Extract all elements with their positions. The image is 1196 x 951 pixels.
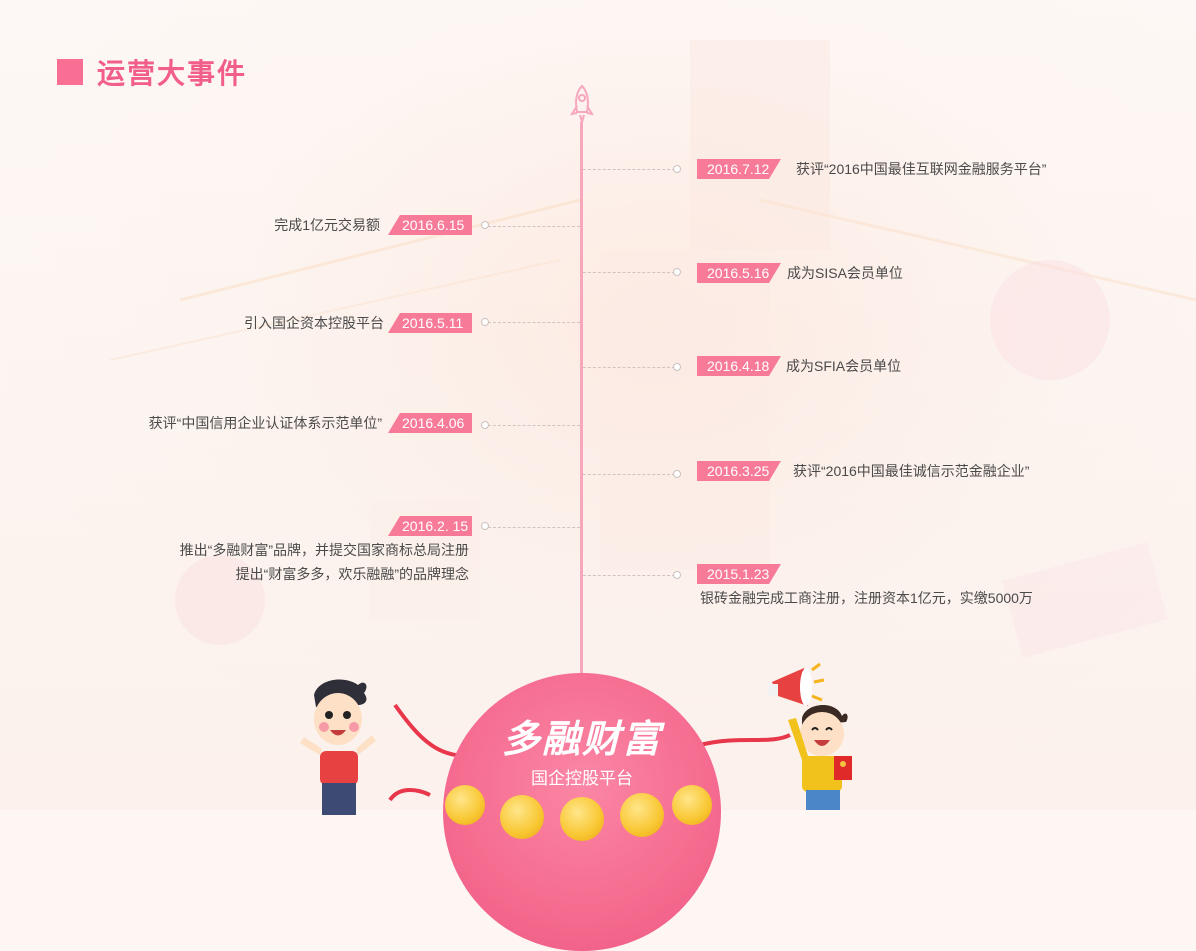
connector-line (583, 367, 675, 368)
connector-line (488, 322, 580, 323)
connector-line (583, 575, 675, 576)
event-description: 成为SFIA会员单位 (786, 358, 902, 374)
megaphone-icon (768, 662, 825, 706)
brand-name: 多融财富 (501, 719, 662, 761)
coin-icon (500, 795, 544, 839)
heading-square-icon (57, 59, 83, 85)
timeline-node (481, 221, 489, 229)
timeline-axis (580, 122, 583, 684)
event-description: 引入国企资本控股平台 (244, 315, 384, 331)
coin-icon (620, 793, 664, 837)
timeline-node (481, 318, 489, 326)
timeline-node (673, 363, 681, 371)
event-date-tag: 2015.1.23 (697, 564, 781, 584)
coin-icon (445, 785, 485, 825)
event-date-tag: 2016.5.16 (697, 263, 781, 283)
event-date-tag: 2016.2. 15 (388, 516, 472, 536)
event-date-tag: 2016.6.15 (388, 215, 472, 235)
cartoon-boy-left (300, 679, 376, 815)
event-description: 推出“多融财富”品牌，并提交国家商标总局注册 (179, 542, 469, 558)
connector-line (583, 474, 675, 475)
connector-line (583, 169, 675, 170)
timeline-node (673, 571, 681, 579)
event-description-line-2: 提出“财富多多，欢乐融融”的品牌理念 (235, 566, 469, 582)
coin-icon (560, 797, 604, 841)
event-date-tag: 2016.5.11 (388, 313, 472, 333)
event-date-tag: 2016.3.25 (697, 461, 781, 481)
event-description: 成为SISA会员单位 (787, 265, 903, 281)
coin-icon (672, 785, 712, 825)
rocket-icon (569, 84, 595, 126)
timeline-node (481, 522, 489, 530)
connector-line (488, 425, 580, 426)
brand-slogan: 国企控股平台 (531, 769, 633, 788)
event-date-tag: 2016.4.18 (697, 356, 781, 376)
timeline-node (481, 421, 489, 429)
event-description: 获评“2016中国最佳诚信示范金融企业” (793, 463, 1030, 479)
timeline-node (673, 470, 681, 478)
cartoon-boy-right (768, 662, 852, 810)
background-decoration (109, 198, 1196, 645)
section-title: 运营大事件 (97, 58, 248, 89)
event-description: 获评“2016中国最佳互联网金融服务平台” (796, 161, 1047, 177)
event-description: 完成1亿元交易额 (274, 217, 380, 233)
red-envelope-icon (834, 756, 852, 780)
event-description: 获评“中国信用企业认证体系示范单位” (148, 415, 382, 431)
connector-line (488, 527, 580, 528)
connector-line (488, 226, 580, 227)
event-date-tag: 2016.7.12 (697, 159, 781, 179)
connector-line (583, 272, 675, 273)
section-heading: 运营大事件 (57, 52, 247, 92)
event-date-tag: 2016.4.06 (388, 413, 472, 433)
event-description: 银砖金融完成工商注册，注册资本1亿元，实缴5000万 (700, 590, 1033, 606)
timeline-node (673, 165, 681, 173)
timeline-node (673, 268, 681, 276)
